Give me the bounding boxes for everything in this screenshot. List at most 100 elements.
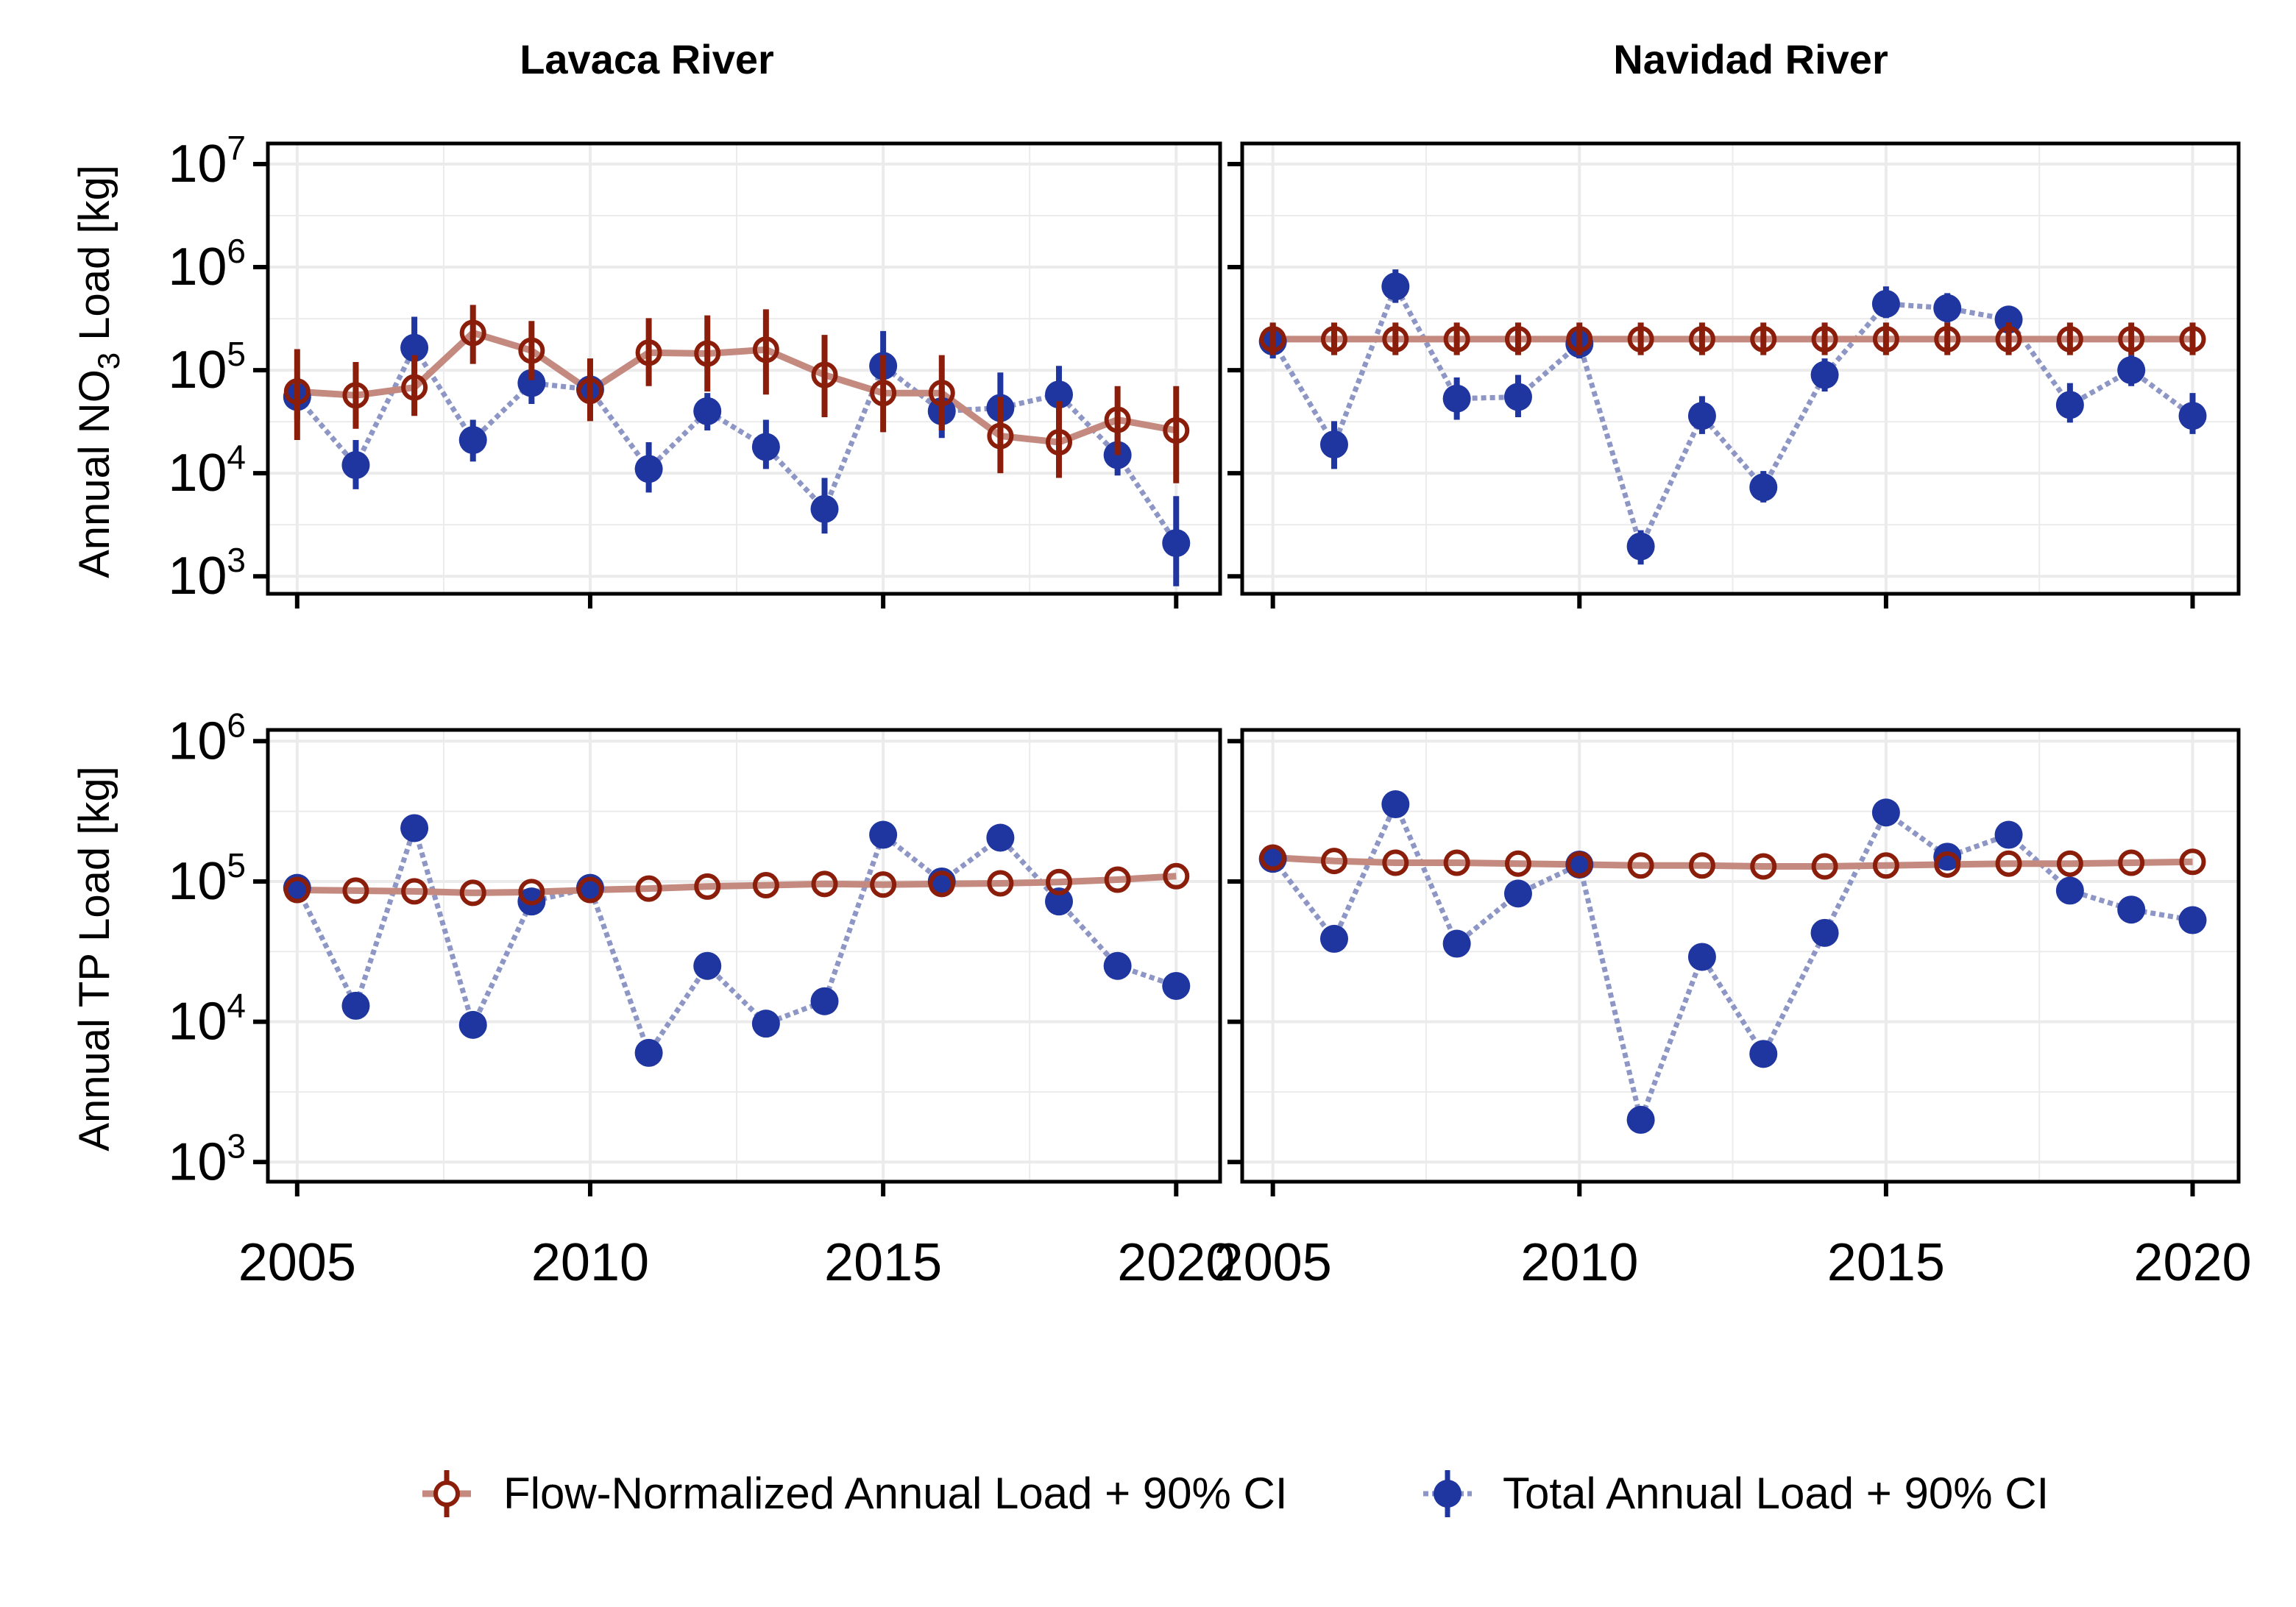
y-title-no3-subscript: 3 bbox=[91, 352, 126, 369]
flow-normalized-point-2006 bbox=[342, 382, 369, 409]
total-point-2009 bbox=[1503, 879, 1532, 908]
total-point-2017 bbox=[1994, 820, 2023, 849]
y-tick-label-1e4: 104 bbox=[168, 438, 246, 503]
panel-r2-navidad-river-total-line bbox=[1270, 801, 2194, 1123]
y-tick-exponent: 7 bbox=[227, 129, 246, 167]
flow-normalized-point-2007 bbox=[1382, 325, 1409, 352]
x-tick-label-2020: 2020 bbox=[1117, 1233, 1235, 1292]
y-tick-base: 10 bbox=[168, 341, 227, 400]
total-point-2012 bbox=[1687, 943, 1716, 971]
panel-r1-lavaca-river-grid bbox=[268, 143, 1220, 594]
y-tick-label-1e6: 106 bbox=[168, 706, 246, 770]
panel-r2-lavaca-river-total-points bbox=[283, 814, 1191, 1067]
y-tick-exponent: 6 bbox=[227, 706, 246, 744]
total-point-2007 bbox=[1381, 272, 1410, 301]
panel-r2-navidad-river-flow-normalized-line bbox=[1272, 854, 2193, 870]
panel-r1-navidad-river-total-line bbox=[1270, 283, 2194, 550]
y-tick-label-1e3: 103 bbox=[168, 1127, 246, 1191]
y-tick-exponent: 4 bbox=[227, 438, 246, 476]
total-point-2016 bbox=[1933, 842, 1962, 871]
flow-normalized-point-2018 bbox=[2056, 850, 2083, 877]
total-point-2011 bbox=[634, 455, 663, 483]
flow-normalized-point-2013 bbox=[752, 872, 779, 899]
flow-normalized-point-2015 bbox=[870, 380, 897, 407]
facet-title-lavaca: Lavaca River bbox=[520, 36, 774, 82]
total-point-2014 bbox=[1810, 918, 1839, 947]
flow-normalized-point-2016 bbox=[928, 870, 955, 898]
facet-title-navidad: Navidad River bbox=[1613, 36, 1888, 82]
panel-r2-lavaca-river-border bbox=[266, 728, 1222, 1184]
total-point-2014 bbox=[1810, 361, 1839, 389]
total-point-2013 bbox=[751, 1010, 780, 1038]
total-point-2009 bbox=[517, 369, 546, 397]
y-title-no3-main: Annual NO bbox=[71, 369, 118, 578]
y-tick-base: 10 bbox=[168, 444, 227, 503]
panel-r1-navidad-river-grid bbox=[1242, 143, 2239, 594]
flow-normalized-point-2005 bbox=[1259, 844, 1286, 871]
y-tick-base: 10 bbox=[168, 547, 227, 606]
y-tick-label-1e6: 106 bbox=[168, 232, 246, 297]
flow-normalized-point-2011 bbox=[635, 339, 662, 366]
total-point-2019 bbox=[2117, 356, 2146, 385]
total-point-2006 bbox=[1319, 430, 1348, 459]
panel-r1-lavaca-river-flow-normalized-points bbox=[283, 305, 1190, 483]
flow-normalized-point-2007 bbox=[401, 878, 428, 905]
flow-normalized-point-2009 bbox=[518, 337, 545, 364]
flow-normalized-point-2008 bbox=[1443, 849, 1470, 876]
flow-normalized-point-2018 bbox=[2056, 325, 2083, 352]
flow-normalized-point-2010 bbox=[1566, 851, 1593, 878]
total-point-2006 bbox=[1319, 924, 1348, 953]
flow-normalized-point-2006 bbox=[342, 877, 369, 904]
panel-r2-lavaca-river-flow-normalized-points bbox=[283, 862, 1190, 907]
legend-item-flow-normalized: Flow-Normalized Annual Load + 90% CI bbox=[422, 1469, 1288, 1518]
flow-normalized-point-2013 bbox=[1750, 325, 1777, 352]
flow-normalized-point-2015 bbox=[1872, 325, 1899, 352]
panel-r2-navidad-river-flow-normalized-points bbox=[1259, 844, 2206, 880]
flow-normalized-point-2014 bbox=[1811, 325, 1838, 352]
y-tick-exponent: 3 bbox=[227, 541, 246, 579]
flow-normalized-point-2017 bbox=[987, 870, 1014, 897]
flow-normalized-point-2020 bbox=[2179, 325, 2206, 352]
flow-normalized-point-2011 bbox=[1627, 325, 1654, 352]
total-point-2016 bbox=[1933, 294, 1962, 322]
flow-normalized-point-2020 bbox=[1163, 417, 1190, 444]
total-point-2020 bbox=[2178, 906, 2207, 934]
total-point-2015 bbox=[869, 820, 898, 849]
panel-r1-navidad-river-total-points bbox=[1258, 269, 2207, 565]
flow-normalized-point-2010 bbox=[1566, 325, 1593, 352]
y-title-no3-rest: Load [kg] bbox=[71, 165, 118, 352]
flow-normalized-point-2019 bbox=[1104, 406, 1131, 433]
legend-item-total: Total Annual Load + 90% CI bbox=[1423, 1469, 2049, 1518]
total-point-2006 bbox=[341, 451, 370, 480]
y-tick-base: 10 bbox=[168, 238, 227, 297]
total-point-2019 bbox=[1103, 951, 1132, 980]
flow-normalized-point-2020 bbox=[2179, 848, 2206, 876]
panel-r2-navidad-river: 2005 2010 2015 2020 bbox=[1214, 728, 2252, 1292]
flow-normalized-point-2011 bbox=[635, 875, 662, 902]
total-point-2012 bbox=[1687, 402, 1716, 430]
total-point-2015 bbox=[1871, 798, 1900, 827]
flow-normalized-point-2016 bbox=[928, 380, 955, 407]
panel-r2-lavaca-river-total-line bbox=[294, 825, 1177, 1056]
x-tick-label-2005: 2005 bbox=[1214, 1233, 1332, 1292]
total-point-2018 bbox=[1045, 380, 1074, 409]
y-tick-label-1e3: 103 bbox=[168, 541, 246, 606]
y-tick-label-1e4: 104 bbox=[168, 987, 246, 1051]
y-tick-exponent: 5 bbox=[227, 846, 246, 884]
panel-r2-lavaca-river-grid bbox=[268, 730, 1220, 1182]
flow-normalized-point-2012 bbox=[694, 873, 721, 900]
flow-normalized-point-2012 bbox=[694, 340, 721, 367]
total-point-2007 bbox=[1381, 790, 1410, 819]
panel-r1-lavaca-river-border bbox=[266, 141, 1222, 596]
flow-normalized-point-2006 bbox=[1320, 848, 1347, 875]
flow-normalized-point-2016 bbox=[1934, 851, 1961, 878]
total-point-2007 bbox=[400, 814, 429, 842]
total-point-2009 bbox=[1503, 383, 1532, 411]
flow-normalized-point-2015 bbox=[870, 871, 897, 898]
flow-normalized-point-2019 bbox=[2118, 849, 2145, 876]
y-tick-base: 10 bbox=[168, 1132, 227, 1191]
